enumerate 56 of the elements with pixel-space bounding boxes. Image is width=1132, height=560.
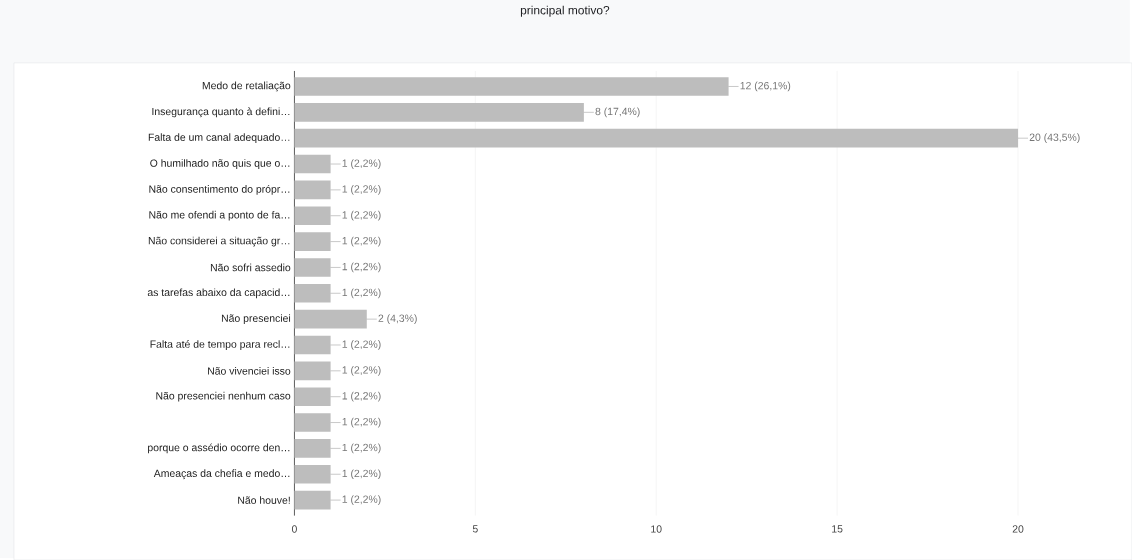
bar: [294, 102, 584, 122]
y-tick-label: Não me ofendi a ponto de fa…: [149, 210, 290, 221]
bar: [294, 258, 331, 277]
data-label: 1 (2,2%): [342, 417, 381, 428]
y-tick-label: porque o assédio ocorre den…: [148, 443, 290, 454]
bar: [294, 283, 331, 303]
y-tick-label: Não consentimento do própr…: [149, 184, 290, 195]
y-tick-label: Ameaças da chefia e medo…: [153, 469, 290, 480]
bar: [294, 387, 331, 406]
bar: [294, 439, 331, 458]
y-tick-label: Não considerei a situação gr…: [148, 236, 290, 247]
y-tick-label: Não presenciei nenhum caso: [156, 391, 291, 402]
data-label: 1 (2,2%): [342, 184, 381, 195]
bar: [294, 128, 1019, 148]
data-label: 1 (2,2%): [342, 443, 381, 454]
data-label: 1 (2,2%): [342, 288, 381, 299]
data-label: 1 (2,2%): [342, 469, 381, 480]
data-label: 1 (2,2%): [342, 159, 381, 169]
data-label: 1 (2,2%): [342, 340, 381, 350]
y-tick-label: Não vivenciei isso: [208, 366, 291, 375]
data-label: 1 (2,2%): [342, 210, 381, 221]
y-tick-label: Não houve!: [238, 496, 290, 504]
data-label: 1 (2,2%): [342, 236, 381, 247]
bar: [294, 335, 331, 355]
y-tick-label: Não presenciei: [221, 314, 291, 324]
x-tick-label: 10: [651, 525, 662, 533]
y-tick-label: Não sofri assedio: [210, 263, 291, 272]
y-tick-label: O humilhado não quis que o…: [150, 159, 290, 169]
bar: [294, 232, 331, 251]
data-label: 12 (26,1%): [740, 81, 791, 92]
data-label: 8 (17,4%): [595, 107, 640, 118]
data-label: 1 (2,2%): [342, 391, 381, 402]
data-label: 2 (4,3%): [378, 314, 417, 324]
x-tick-label: 20: [1012, 525, 1024, 533]
data-label: 1 (2,2%): [342, 495, 381, 505]
data-label: 1 (2,2%): [342, 262, 381, 273]
chart-title: principal motivo?: [520, 5, 610, 17]
bar: [294, 490, 331, 510]
bar: [294, 77, 729, 96]
data-label: 1 (2,2%): [342, 365, 381, 376]
y-tick-label: Falta de um canal adequado…: [148, 133, 290, 143]
x-tick-label: 15: [832, 525, 843, 533]
y-tick-label: as tarefas abaixo da capacid…: [147, 288, 290, 299]
bar: [294, 413, 331, 432]
bar: [294, 206, 331, 225]
y-tick-label: Insegurança quanto à defini…: [152, 107, 290, 118]
x-tick-label: 5: [472, 525, 478, 533]
data-label: 20 (43,5%): [1029, 133, 1080, 143]
y-tick-label: Falta até de tempo para recl…: [150, 340, 290, 350]
bar: [294, 464, 331, 484]
y-tick-label: Medo de retaliação: [202, 81, 291, 92]
bar: [294, 361, 331, 381]
bar: [294, 309, 367, 329]
bar: [294, 180, 331, 200]
bar: [294, 154, 331, 174]
x-tick-label: 0: [291, 525, 297, 533]
